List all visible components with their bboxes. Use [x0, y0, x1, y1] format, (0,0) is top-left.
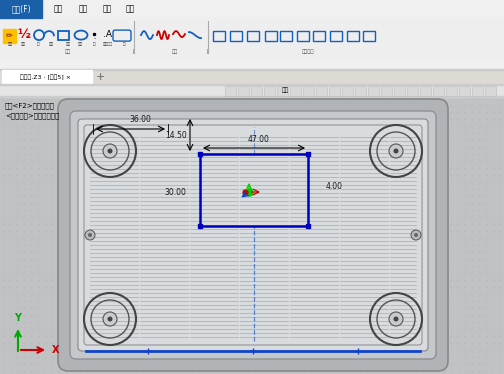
- FancyBboxPatch shape: [78, 119, 428, 351]
- Text: 47.00: 47.00: [248, 135, 270, 144]
- Text: 30.00: 30.00: [164, 187, 186, 196]
- Text: 全部: 全部: [282, 88, 288, 93]
- Bar: [329, 86, 340, 96]
- Bar: [264, 86, 275, 96]
- Text: 槽: 槽: [123, 42, 125, 46]
- Bar: [472, 86, 483, 96]
- Bar: [313, 31, 325, 41]
- FancyBboxPatch shape: [70, 111, 436, 359]
- Bar: [277, 86, 288, 96]
- Text: 预制文字: 预制文字: [103, 42, 113, 46]
- Bar: [381, 86, 392, 96]
- Circle shape: [107, 148, 112, 153]
- Circle shape: [411, 230, 421, 240]
- Text: 圆: 圆: [37, 42, 39, 46]
- Circle shape: [107, 316, 112, 322]
- Bar: [0, 70, 504, 84]
- Bar: [213, 31, 225, 41]
- Bar: [265, 31, 277, 41]
- Bar: [0, 96, 504, 97]
- Bar: [342, 86, 353, 96]
- Bar: [3, 29, 16, 43]
- Text: 4.00: 4.00: [326, 181, 343, 190]
- Bar: [0, 0, 42, 18]
- Text: Y: Y: [15, 313, 22, 323]
- Bar: [363, 31, 375, 41]
- Bar: [280, 31, 292, 41]
- Text: 圆弧: 圆弧: [48, 42, 53, 46]
- Text: .A: .A: [102, 30, 111, 39]
- Text: 直线: 直线: [21, 42, 26, 46]
- Bar: [0, 0, 504, 70]
- Circle shape: [394, 316, 399, 322]
- Bar: [251, 86, 262, 96]
- Text: 编辑曲线: 编辑曲线: [302, 49, 314, 53]
- Text: X: X: [52, 345, 59, 355]
- Bar: [230, 31, 242, 41]
- Text: 约束: 约束: [79, 4, 88, 13]
- Text: ½: ½: [18, 28, 31, 41]
- Text: 椭圆: 椭圆: [78, 42, 83, 46]
- Text: 查询: 查询: [125, 4, 135, 13]
- Text: ✏: ✏: [6, 31, 13, 40]
- Bar: [330, 31, 342, 41]
- Text: 按下<F2>动态的观察: 按下<F2>动态的观察: [5, 103, 55, 109]
- Text: 路由器.Z3 · [草图5] ×: 路由器.Z3 · [草图5] ×: [21, 74, 72, 80]
- Bar: [355, 86, 366, 96]
- Bar: [247, 31, 259, 41]
- Bar: [0, 84, 504, 85]
- Bar: [0, 97, 504, 374]
- Bar: [297, 31, 309, 41]
- Circle shape: [103, 312, 117, 326]
- Circle shape: [88, 233, 92, 237]
- Bar: [303, 86, 314, 96]
- Text: 矩形: 矩形: [66, 42, 71, 46]
- Text: <单击右键>环境相关选项: <单击右键>环境相关选项: [5, 113, 59, 119]
- Bar: [485, 86, 496, 96]
- Text: .: .: [93, 34, 95, 40]
- Bar: [0, 84, 504, 97]
- Text: 绘图: 绘图: [8, 42, 13, 46]
- Text: 工具: 工具: [102, 4, 111, 13]
- Bar: [290, 86, 301, 96]
- Bar: [200, 154, 308, 226]
- Circle shape: [394, 148, 399, 153]
- Text: 绘图: 绘图: [65, 49, 71, 53]
- Bar: [0, 69, 504, 70]
- Circle shape: [85, 230, 95, 240]
- Text: +: +: [95, 72, 105, 82]
- Bar: [2, 70, 92, 84]
- FancyBboxPatch shape: [58, 99, 448, 371]
- Text: 草图: 草图: [53, 4, 62, 13]
- Bar: [368, 86, 379, 96]
- Text: 14.50: 14.50: [165, 131, 187, 140]
- Circle shape: [103, 144, 117, 158]
- Text: 文件(F): 文件(F): [11, 4, 31, 13]
- Bar: [446, 86, 457, 96]
- Bar: [225, 86, 236, 96]
- Circle shape: [389, 144, 403, 158]
- Bar: [0, 0, 504, 18]
- Bar: [420, 86, 431, 96]
- Bar: [394, 86, 405, 96]
- Bar: [407, 86, 418, 96]
- Bar: [58, 31, 69, 40]
- Bar: [459, 86, 470, 96]
- Bar: [238, 86, 249, 96]
- Bar: [316, 86, 327, 96]
- Text: 曲线: 曲线: [172, 49, 178, 53]
- Circle shape: [414, 233, 418, 237]
- Text: 点: 点: [93, 42, 95, 46]
- Bar: [347, 31, 359, 41]
- Bar: [0, 18, 504, 56]
- Text: 36.00: 36.00: [130, 115, 151, 124]
- Circle shape: [389, 312, 403, 326]
- Bar: [433, 86, 444, 96]
